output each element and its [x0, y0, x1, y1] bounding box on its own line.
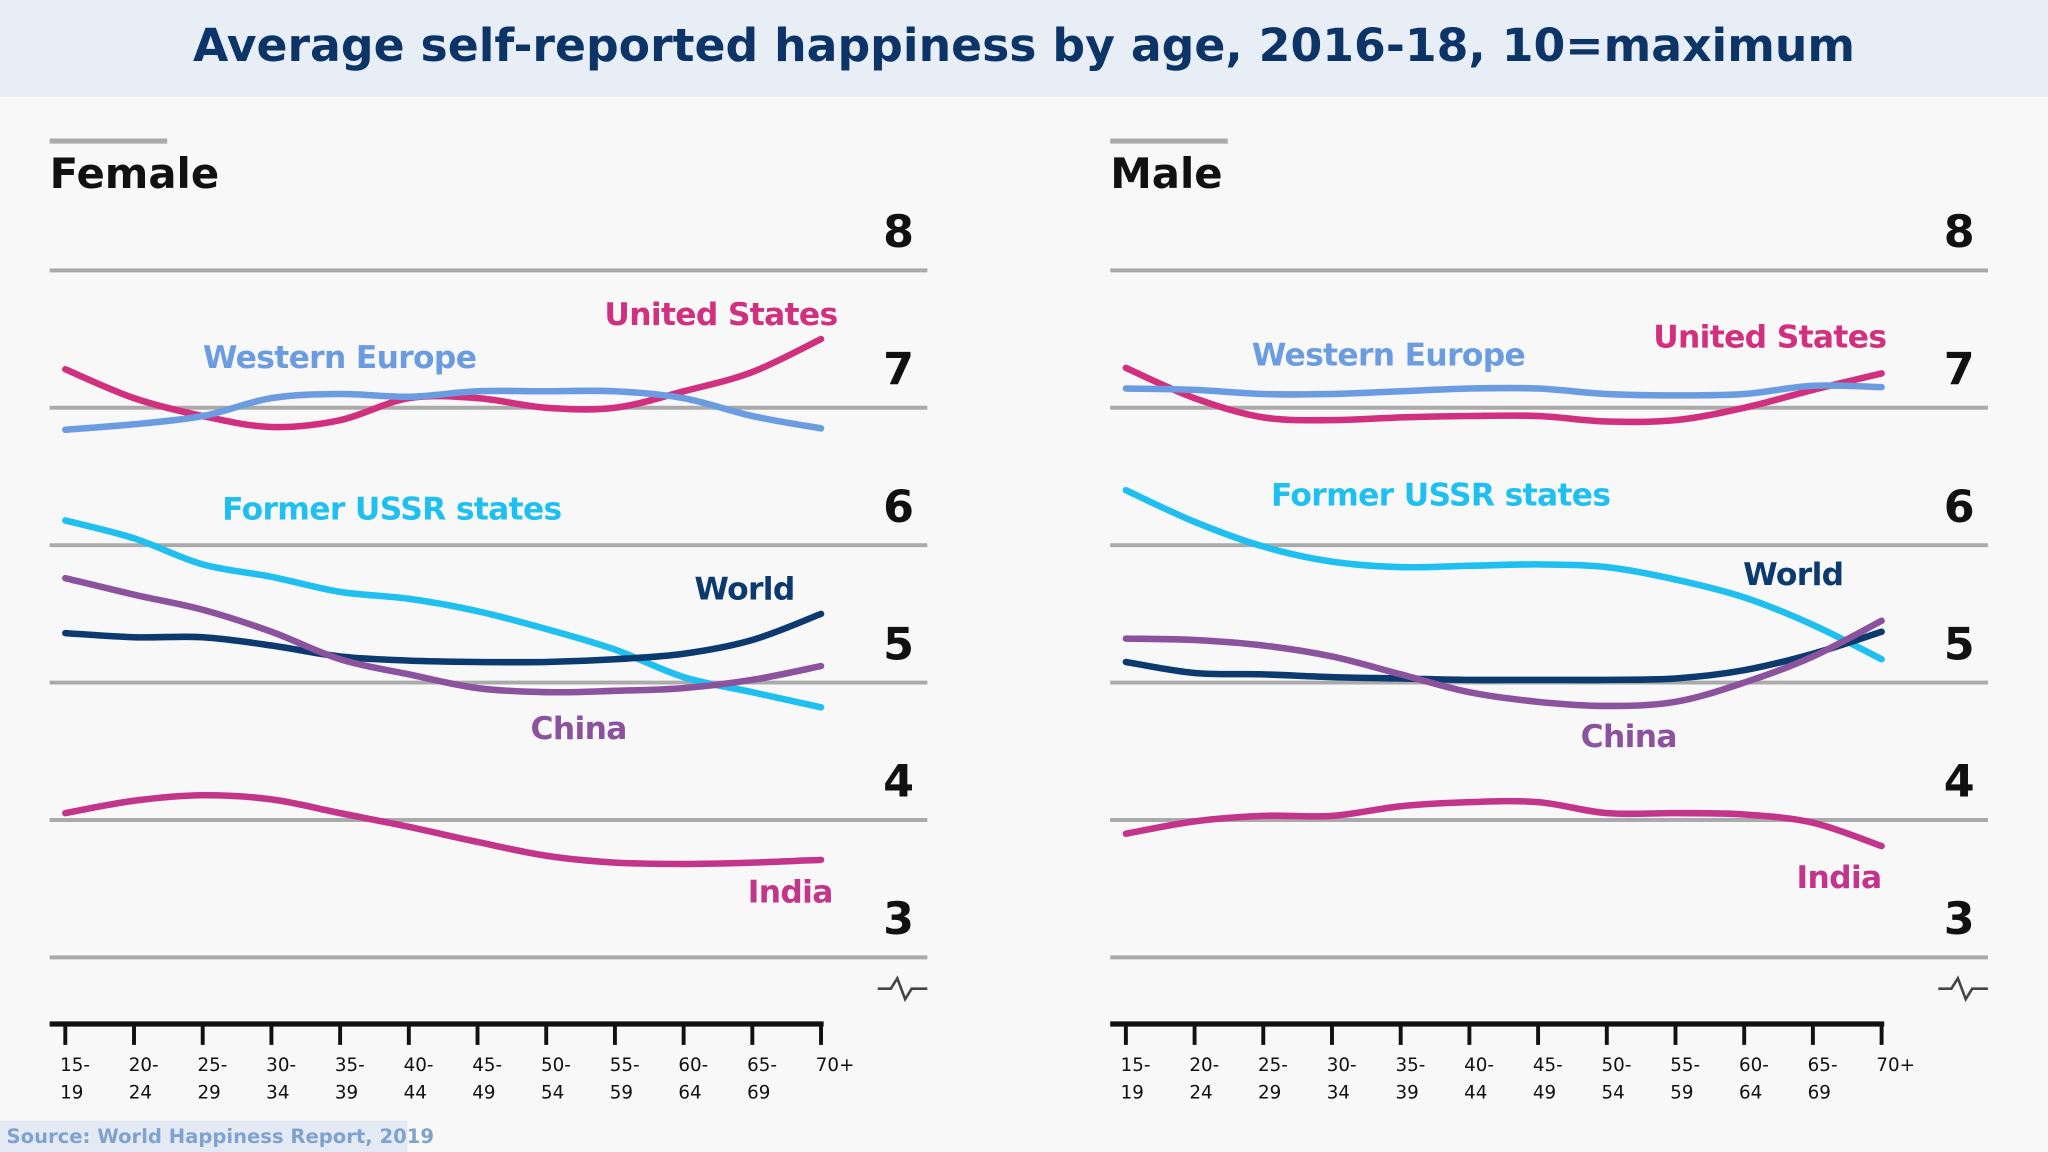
x-tick-label: 30-34 [266, 1055, 297, 1104]
series-line [1122, 364, 1885, 426]
x-tick-label-box: 40-44 [403, 1055, 434, 1104]
panel: Female 3 4 5 6 7 8 15-19 20-24 25-29 30-34 35-39 40-… [50, 138, 928, 1104]
panel: Male 3 4 5 6 7 8 15-19 20-24 25-29 30-34 35-39 40-44… [1110, 138, 1988, 1104]
x-tick-label: 55-59 [609, 1055, 640, 1104]
y-tick-label: 3 [1944, 894, 1975, 945]
y-tick-label: 8 [1944, 207, 1975, 258]
x-tick-label: 65-69 [747, 1055, 777, 1104]
panel-title: Female [50, 149, 220, 198]
panel-title: Male [1110, 149, 1222, 198]
series-label: China [1581, 719, 1677, 755]
series-line [1122, 617, 1885, 710]
x-tick-label: 50-54 [1601, 1055, 1632, 1104]
x-tick-label-box: 70+ [815, 1055, 855, 1077]
x-tick-label-box: 30-34 [266, 1055, 297, 1104]
series-label: Former USSR states [222, 492, 561, 528]
series-line [62, 387, 825, 434]
x-tick-label-box: 25-29 [1258, 1055, 1288, 1104]
x-tick-label-box: 50-54 [540, 1055, 571, 1104]
series-line [62, 791, 825, 868]
series-line [1122, 628, 1885, 684]
x-tick-label: 45-49 [472, 1055, 503, 1104]
series-line [1122, 797, 1885, 850]
x-tick-label: 25-29 [197, 1055, 228, 1104]
series-line [62, 610, 825, 666]
x-tick-label-box: 60-64 [1738, 1055, 1769, 1104]
series-label: United States [1653, 319, 1886, 355]
x-tick-label: 25-29 [1258, 1055, 1288, 1104]
x-tick-label-box: 20-24 [128, 1055, 159, 1104]
source-box [0, 1120, 408, 1152]
axis-break-icon [877, 975, 928, 1003]
series-label: United States [604, 297, 837, 333]
series-line [1122, 486, 1885, 663]
x-tick-label-box: 35-39 [334, 1055, 365, 1104]
series-label: Western Europe [203, 340, 476, 376]
series-line [62, 574, 825, 696]
x-tick-label: 55-59 [1670, 1055, 1701, 1104]
x-tick-label-box: 45-49 [1532, 1055, 1563, 1104]
title: Average self-reported happiness by age, … [193, 19, 1855, 72]
x-tick-label: 15-19 [60, 1055, 90, 1104]
y-tick-label: 3 [883, 894, 914, 945]
y-tick-label: 6 [883, 482, 914, 533]
x-tick-label-box: 50-54 [1601, 1055, 1632, 1104]
x-tick-label-box: 15-19 [60, 1055, 90, 1104]
x-tick-label-box: 30-34 [1326, 1055, 1357, 1104]
y-tick-label: 5 [1944, 619, 1975, 670]
x-tick-label-box: 20-24 [1189, 1055, 1220, 1104]
x-tick-label: 35-39 [1395, 1055, 1426, 1104]
y-tick-label: 6 [1944, 482, 1975, 533]
x-tick-label-box: 35-39 [1395, 1055, 1426, 1104]
title-bar [0, 0, 2048, 97]
x-tick-label-box: 65-69 [1807, 1055, 1838, 1104]
x-tick-label-box: 55-59 [1670, 1055, 1701, 1104]
x-tick-label: 15-19 [1120, 1055, 1151, 1104]
x-tick-label-box: 55-59 [609, 1055, 640, 1104]
x-tick-label: 45-49 [1532, 1055, 1563, 1104]
x-tick-label: 70+ [815, 1055, 855, 1077]
x-tick-label: 35-39 [334, 1055, 365, 1104]
series-label: Western Europe [1252, 338, 1525, 374]
axis-break-icon [1938, 975, 1988, 1003]
series-label: World [694, 571, 794, 607]
x-tick-label: 40-44 [1464, 1055, 1495, 1104]
x-tick-label: 40-44 [403, 1055, 434, 1104]
x-tick-label: 60-64 [1738, 1055, 1769, 1104]
series-label: Former USSR states [1271, 477, 1610, 513]
y-tick-label: 4 [1944, 757, 1975, 808]
x-tick-label-box: 45-49 [472, 1055, 503, 1104]
x-tick-label: 60-64 [678, 1055, 709, 1104]
x-tick-label: 30-34 [1326, 1055, 1357, 1104]
series-label: World [1743, 557, 1843, 593]
x-tick-label: 50-54 [540, 1055, 571, 1104]
series-line [62, 517, 825, 711]
x-tick-label: 65-69 [1807, 1055, 1838, 1104]
y-tick-label: 4 [883, 757, 914, 808]
source: Source: World Happiness Report, 2019 [7, 1125, 434, 1148]
series-label: China [531, 711, 627, 747]
x-tick-label-box: 70+ [1876, 1055, 1915, 1077]
x-tick-label-box: 65-69 [747, 1055, 777, 1104]
series-label: India [748, 874, 833, 910]
series-line [1122, 382, 1885, 399]
x-tick-label: 70+ [1876, 1055, 1915, 1077]
x-tick-label: 20-24 [128, 1055, 159, 1104]
x-tick-label-box: 60-64 [678, 1055, 709, 1104]
y-tick-label: 7 [1944, 345, 1975, 396]
x-tick-label-box: 15-19 [1120, 1055, 1151, 1104]
x-tick-label-box: 40-44 [1464, 1055, 1495, 1104]
y-tick-label: 8 [883, 207, 914, 258]
y-tick-label: 7 [883, 345, 914, 396]
y-tick-label: 5 [883, 619, 914, 670]
x-tick-label-box: 25-29 [197, 1055, 228, 1104]
series-label: India [1797, 860, 1882, 896]
x-tick-label: 20-24 [1189, 1055, 1220, 1104]
